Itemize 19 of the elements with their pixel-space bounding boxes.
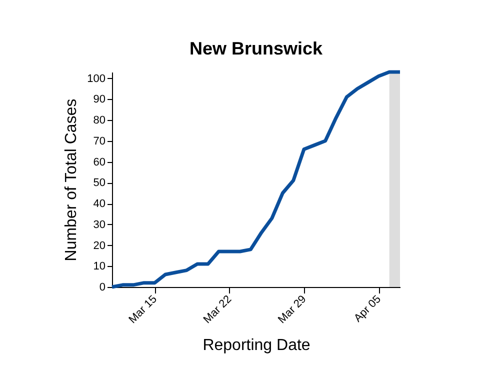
- y-tick-label: 80: [93, 114, 106, 127]
- y-tick-label: 20: [93, 240, 106, 252]
- y-tick-label: 70: [93, 135, 106, 148]
- y-tick-label: 50: [93, 177, 106, 190]
- x-tick-label: Apr 05: [352, 293, 384, 325]
- line-series: [110, 70, 402, 289]
- x-tick-label: Mar 15: [126, 293, 160, 326]
- x-tick-label: Mar 22: [201, 293, 234, 326]
- y-tick-label: 10: [93, 260, 106, 273]
- y-tick-label: 0: [99, 282, 106, 294]
- y-axis-title: Number of Total Cases: [63, 98, 80, 262]
- y-tick-label: 100: [87, 72, 106, 85]
- y-tick-label: 60: [93, 156, 106, 168]
- y-tick-label: 40: [93, 198, 106, 210]
- x-tick-label: Mar 29: [276, 293, 309, 326]
- y-tick-label: 90: [93, 94, 106, 106]
- x-axis-title: Reporting Date: [202, 337, 310, 354]
- y-tick-label: 30: [93, 218, 106, 231]
- chart-title: New Brunswick: [189, 38, 324, 58]
